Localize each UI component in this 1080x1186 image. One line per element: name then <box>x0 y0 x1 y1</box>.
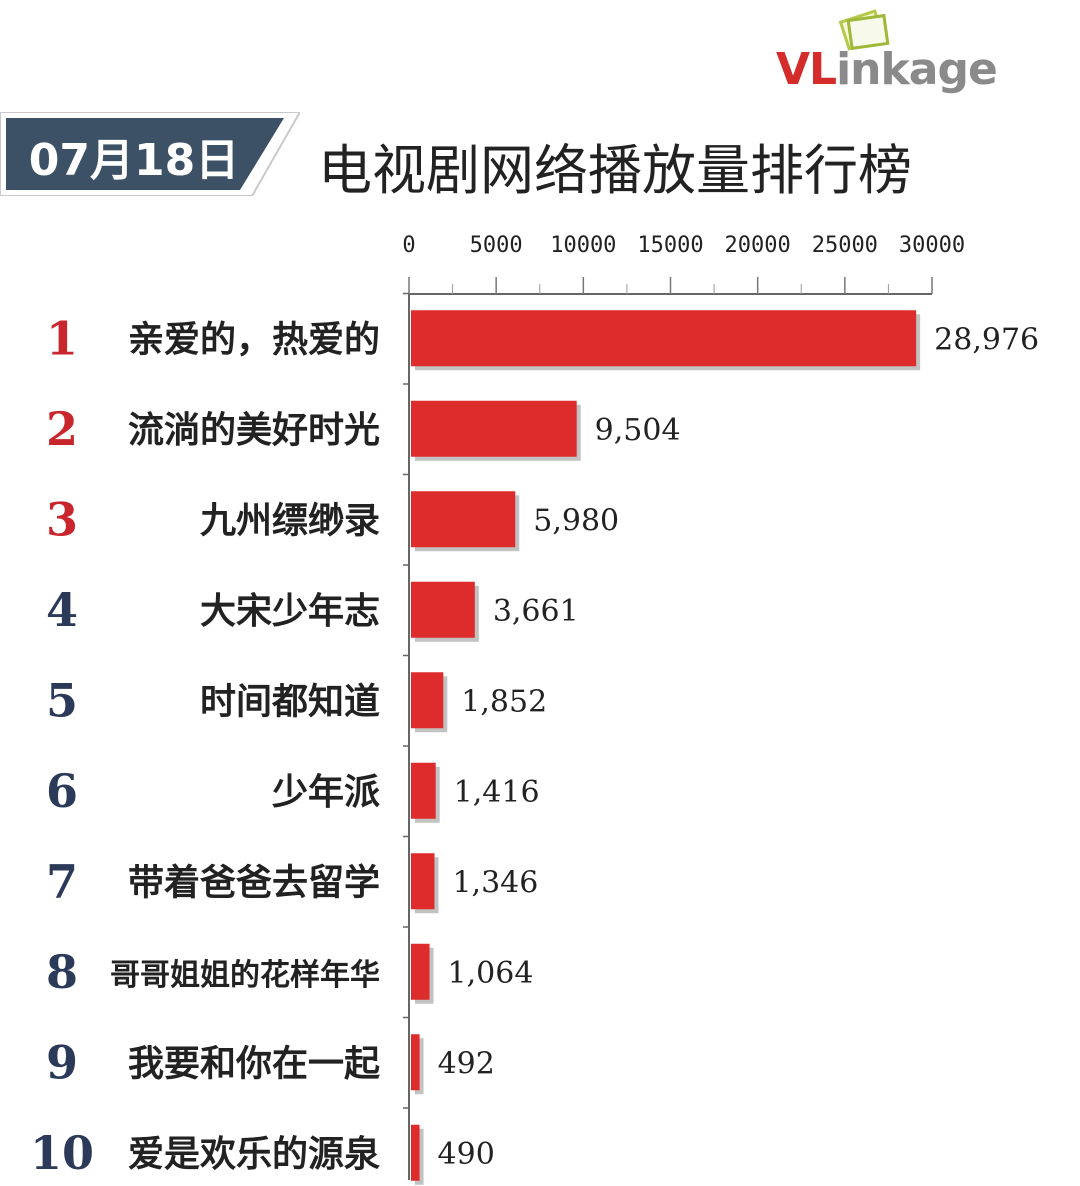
rank-number: 8 <box>46 945 78 999</box>
bar <box>411 1124 420 1181</box>
logo-prefix: VL <box>776 44 837 95</box>
rank-number: 4 <box>46 583 78 637</box>
logo-icon <box>838 9 890 51</box>
bar-value-label: 492 <box>438 1046 495 1081</box>
category-label: 流淌的美好时光 <box>128 410 380 451</box>
rank-number: 3 <box>46 492 78 546</box>
bar-value-label: 28,976 <box>934 322 1039 357</box>
bar-value-label: 1,852 <box>461 684 547 719</box>
category-label: 时间都知道 <box>200 681 380 722</box>
rank-number: 6 <box>46 764 78 818</box>
chart-title: 电视剧网络播放量排行榜 <box>318 139 912 202</box>
category-label: 大宋少年志 <box>200 591 380 632</box>
bar <box>411 491 516 548</box>
bar-value-label: 5,980 <box>533 503 619 538</box>
bar-value-label: 9,504 <box>595 413 681 448</box>
bar <box>411 762 436 819</box>
category-label: 哥哥姐姐的花样年华 <box>110 958 380 993</box>
x-tick-label: 20000 <box>725 233 791 258</box>
rank-number: 5 <box>46 673 78 727</box>
bar <box>411 1034 420 1091</box>
rank-number: 1 <box>46 311 78 365</box>
bar-value-label: 1,064 <box>448 956 534 991</box>
bar <box>411 400 577 457</box>
rank-number: 9 <box>46 1035 78 1089</box>
category-label: 带着爸爸去留学 <box>128 861 380 903</box>
vlinkage-logo: VLinkage <box>776 44 998 95</box>
rank-number: 2 <box>46 402 78 456</box>
x-tick-label: 15000 <box>637 233 703 258</box>
rank-number: 10 <box>30 1126 94 1180</box>
bar-value-label: 3,661 <box>493 594 579 629</box>
category-label: 爱是欢乐的源泉 <box>128 1134 380 1175</box>
bar <box>411 943 430 1000</box>
bar-value-label: 490 <box>438 1137 495 1172</box>
bar <box>411 581 475 638</box>
date-banner <box>0 112 300 196</box>
date-label: 07月18日 <box>28 135 240 186</box>
category-label: 亲爱的，热爱的 <box>128 319 380 360</box>
bar <box>411 672 444 729</box>
bar <box>411 310 917 367</box>
category-label: 九州缥缈录 <box>200 500 380 541</box>
category-label: 我要和你在一起 <box>128 1043 381 1084</box>
x-tick-label: 10000 <box>550 233 616 258</box>
rank-number: 7 <box>46 854 78 908</box>
bar-value-label: 1,346 <box>452 865 538 900</box>
bar-value-label: 1,416 <box>454 775 540 810</box>
bar <box>411 853 435 910</box>
logo-suffix: inkage <box>836 44 998 95</box>
x-tick-label: 5000 <box>470 233 523 258</box>
x-tick-label: 25000 <box>812 233 878 258</box>
x-tick-label: 0 <box>402 233 415 258</box>
x-tick-label: 30000 <box>899 233 965 258</box>
category-label: 少年派 <box>272 772 380 813</box>
